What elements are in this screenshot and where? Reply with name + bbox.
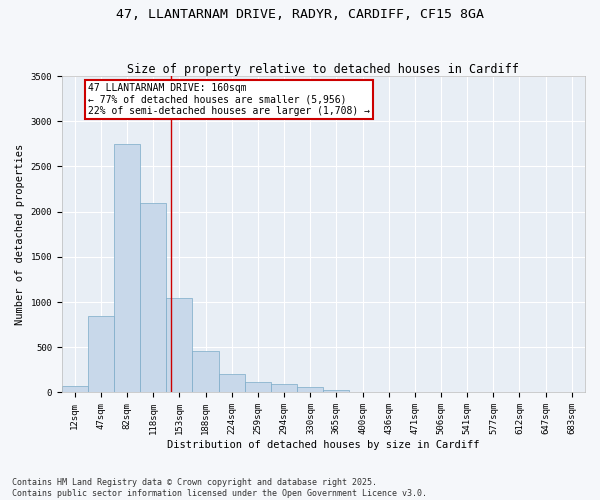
Bar	[192, 351, 219, 393]
Bar	[140, 202, 166, 392]
Bar	[271, 384, 298, 392]
Text: 47 LLANTARNAM DRIVE: 160sqm
← 77% of detached houses are smaller (5,956)
22% of : 47 LLANTARNAM DRIVE: 160sqm ← 77% of det…	[88, 83, 370, 116]
Bar	[298, 388, 323, 392]
Title: Size of property relative to detached houses in Cardiff: Size of property relative to detached ho…	[127, 63, 520, 76]
Bar	[88, 316, 113, 392]
Y-axis label: Number of detached properties: Number of detached properties	[15, 144, 25, 325]
Text: 47, LLANTARNAM DRIVE, RADYR, CARDIFF, CF15 8GA: 47, LLANTARNAM DRIVE, RADYR, CARDIFF, CF…	[116, 8, 484, 20]
Bar	[62, 386, 88, 392]
X-axis label: Distribution of detached houses by size in Cardiff: Distribution of detached houses by size …	[167, 440, 479, 450]
Bar	[245, 382, 271, 392]
Bar	[166, 298, 192, 392]
Bar	[323, 390, 349, 392]
Text: Contains HM Land Registry data © Crown copyright and database right 2025.
Contai: Contains HM Land Registry data © Crown c…	[12, 478, 427, 498]
Bar	[219, 374, 245, 392]
Bar	[113, 144, 140, 392]
